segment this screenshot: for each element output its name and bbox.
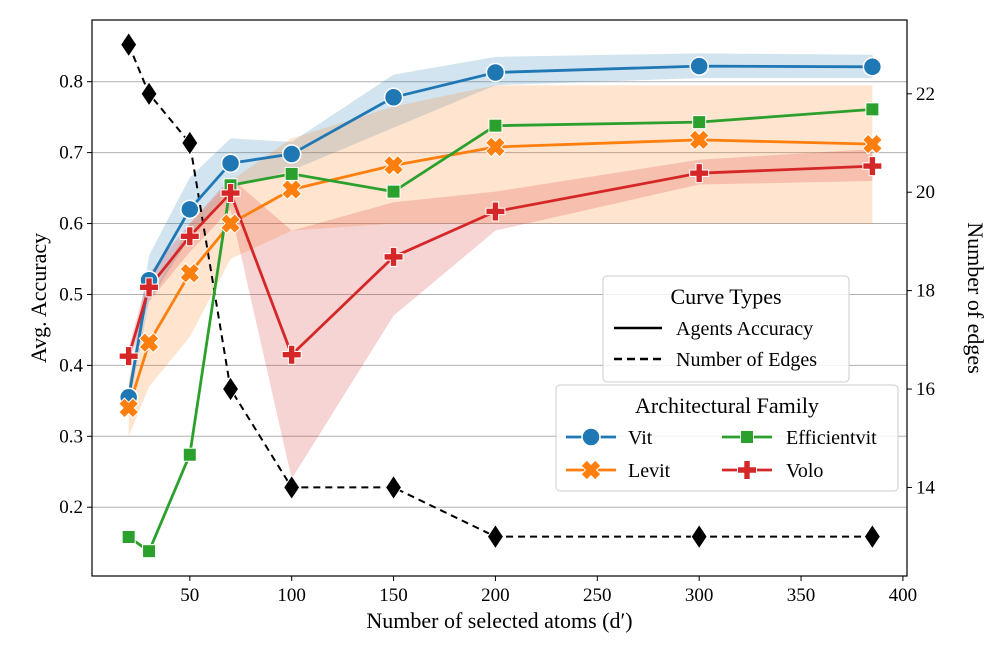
y-axis-left-label: Avg. Accuracy [26,233,51,363]
edges-point-3 [221,376,240,402]
levit-point-6 [484,136,506,158]
efficientvit-point-0 [121,529,136,544]
edges-point-1 [140,80,158,107]
y-left-tick-label-4: 0.6 [59,214,83,235]
volo-point-0 [118,346,139,367]
legend-efficientvit-marker [740,430,754,444]
volo-point-3 [220,183,241,204]
volo-point-4 [281,344,302,365]
vit-point-5 [383,87,404,108]
levit-point-4 [281,178,303,201]
legend-curve-title: Curve Types [670,284,781,309]
y-right-tick-label-2: 18 [916,281,935,302]
legend-vit-label: Vit [628,427,653,449]
y-left-tick-label-6: 0.8 [59,72,83,93]
edges-point-5 [384,474,403,501]
axis-ticks: 50 100 150 200 250 300 350 400 0.2 0.3 0.4 0.5 0.6 0.… [59,72,935,606]
vit-point-8 [862,57,883,77]
y-right-tick-label-0: 14 [916,477,936,498]
edges-point-6 [486,523,505,550]
x-tick-label-3: 200 [481,585,510,606]
legend-efficientvit-label: Efficientvit [786,427,877,449]
y-left-tick-label-2: 0.4 [59,355,83,376]
legend-levit-label: Levit [628,460,671,482]
legend-number-of-edges: Number of Edges [676,349,817,371]
x-tick-label-2: 150 [379,585,408,606]
y-axis-right-label: Number of edges [963,222,988,374]
levit-point-0 [118,397,140,419]
efficientvit-point-2 [182,447,197,462]
efficientvit-point-8 [865,102,880,117]
levit-confidence-band [128,85,873,437]
levit-point-7 [688,129,710,151]
legend-family-title: Architectural Family [635,393,819,418]
efficientvit-point-1 [142,544,157,559]
edges-point-4 [283,474,301,501]
efficientvit-point-4 [284,166,299,181]
y-right-tick-label-3: 20 [916,182,935,203]
x-tick-label-0: 50 [180,585,199,606]
legend-agents-accuracy: Agents Accuracy [676,318,813,340]
legend-architectural-family: Architectural Family Vit Efficientvit Le… [555,384,899,492]
x-tick-label-1: 100 [277,585,306,606]
efficientvit-point-6 [488,118,503,133]
volo-point-6 [485,201,506,222]
vit-point-2 [180,199,200,220]
levit-point-8 [861,133,883,155]
volo-point-8 [862,156,883,177]
legend-volo-marker [737,460,757,480]
levit-point-3 [220,213,242,235]
vit-point-6 [485,62,506,83]
legend-levit-marker [580,459,602,481]
series-markers [118,31,883,559]
y-left-tick-label-5: 0.7 [59,143,83,164]
x-tick-label-4: 250 [583,585,612,606]
x-axis-label: Number of selected atoms (d′) [366,608,632,633]
volo-point-1 [139,277,160,298]
legend-family-entries [566,427,772,481]
y-right-tick-label-1: 16 [916,379,935,400]
levit-point-5 [383,154,405,176]
y-left-tick-label-1: 0.3 [59,426,83,447]
legend-vit-marker [581,427,601,447]
plot-frame [91,19,908,577]
legend-volo-label: Volo [786,460,823,482]
volo-point-2 [179,226,200,247]
vit-point-4 [281,144,302,164]
edges-point-8 [863,523,881,550]
efficientvit-point-5 [386,184,401,199]
levit-point-2 [179,262,201,284]
y-left-tick-label-0: 0.2 [59,497,83,518]
x-tick-label-6: 350 [787,585,816,606]
edges-point-7 [690,523,708,550]
volo-confidence-band [128,149,873,479]
edges-point-2 [181,130,199,156]
efficientvit-point-7 [692,115,707,130]
volo-point-5 [383,246,404,267]
y-right-tick-label-4: 22 [916,84,935,105]
levit-point-1 [138,332,160,354]
vit-point-3 [220,153,241,174]
vit-point-7 [689,56,709,76]
edges-point-0 [120,31,138,58]
x-tick-label-5: 300 [685,585,714,606]
legend-curve-types: Curve Types Agents Accuracy Number of Ed… [602,275,850,383]
legend-curve-box [602,275,850,383]
y-left-tick-label-3: 0.5 [59,284,83,305]
volo-point-7 [689,163,710,184]
x-tick-label-7: 400 [889,585,918,606]
